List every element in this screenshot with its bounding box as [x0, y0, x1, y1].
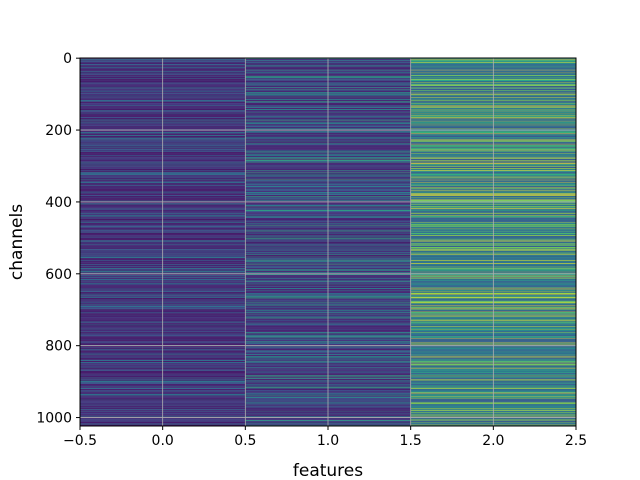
y-tick-label: 400	[45, 195, 72, 211]
x-tick-label: 0.0	[152, 433, 174, 449]
x-tick-label: 2.0	[482, 433, 504, 449]
y-tick-label: 1000	[36, 411, 72, 427]
x-axis: −0.5 0.0 0.5 1.0 1.5 2.0 2.5	[63, 426, 587, 449]
x-axis-label: features	[293, 461, 363, 480]
x-tick-label: 1.5	[400, 433, 422, 449]
y-axis-label: channels	[7, 204, 27, 280]
y-tick-label: 200	[45, 123, 72, 139]
y-tick-label: 800	[45, 339, 72, 355]
x-tick-label: 0.5	[234, 433, 256, 449]
x-tick-label: 2.5	[565, 433, 587, 449]
y-axis: 0 200 400 600 800 1000	[36, 51, 80, 427]
y-tick-label: 600	[45, 267, 72, 283]
y-tick-label: 0	[63, 51, 72, 67]
x-tick-label: 1.0	[317, 433, 339, 449]
x-tick-label: −0.5	[63, 433, 97, 449]
